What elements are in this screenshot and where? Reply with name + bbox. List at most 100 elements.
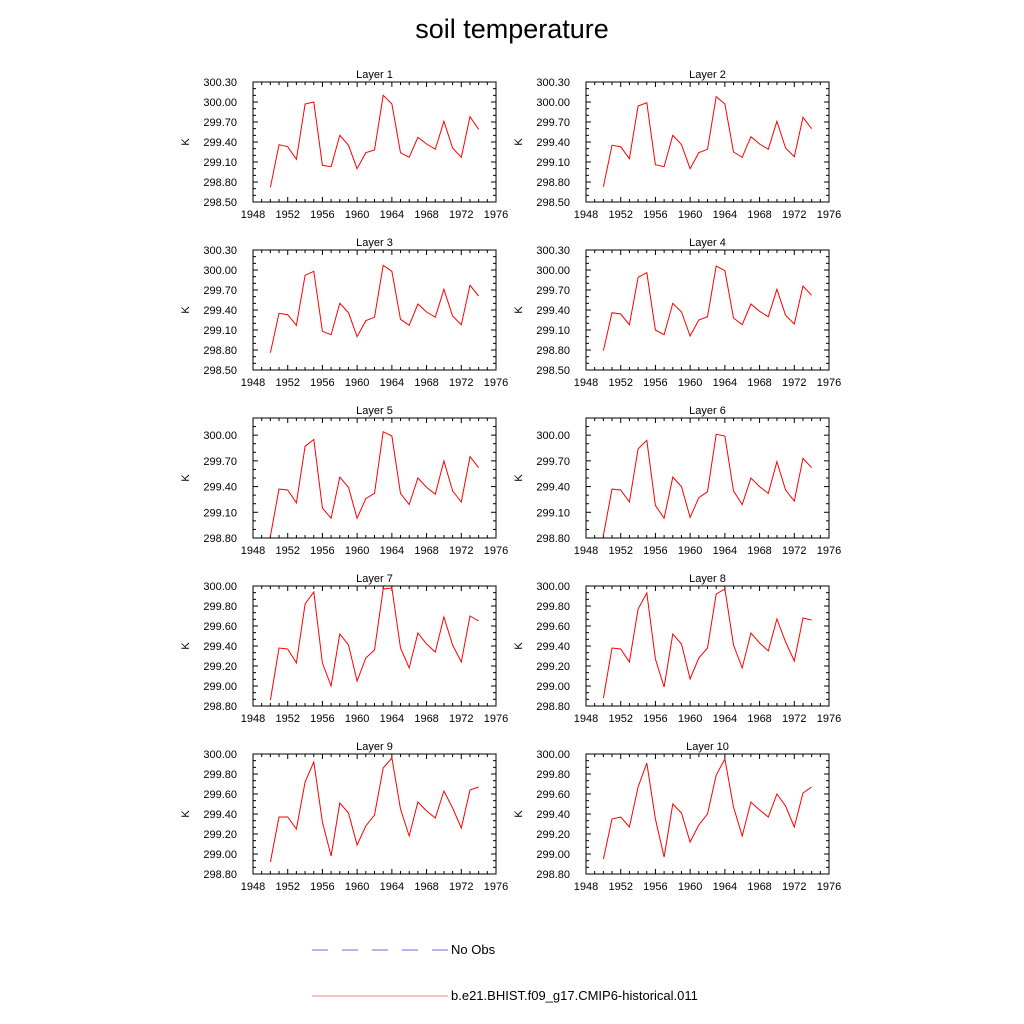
panel-5-xtick-label: 1972 [449,545,473,557]
panel-5-title: Layer 5 [356,405,393,417]
panel-4-ytick-label: 300.30 [536,245,570,257]
panel-7-ytick-label: 298.80 [203,701,237,713]
panel-9-ytick-label: 299.40 [203,809,237,821]
panel-6-ytick-label: 299.70 [536,456,570,468]
panel-2-xtick-label: 1972 [782,209,806,221]
panel-9-xtick-label: 1976 [484,881,508,893]
panel-10-xtick-label: 1956 [643,881,667,893]
panel-4-ylabel: K [513,306,525,314]
panel-9-xtick-label: 1964 [380,881,404,893]
panel-7-xtick-label: 1972 [449,713,473,725]
panel-10-xtick-label: 1972 [782,881,806,893]
panel-3-ytick-label: 299.40 [203,305,237,317]
panel-10-ytick-label: 299.60 [536,789,570,801]
panel-9-xtick-label: 1956 [310,881,334,893]
panel-6-series-line [602,433,812,536]
panel-10-ytick-label: 299.80 [536,769,570,781]
panel-9-ytick-label: 299.80 [203,769,237,781]
panel-2-series-line [602,95,812,187]
panel-5-series-line [269,430,479,537]
panel-4-xtick-label: 1952 [608,377,632,389]
panel-1-xtick-label: 1960 [345,209,369,221]
panel-10-ytick-label: 298.80 [536,869,570,881]
panel-1-ytick-label: 298.50 [203,197,237,209]
panel-6-xtick-label: 1968 [747,545,771,557]
panel-2-xtick-label: 1976 [817,209,841,221]
panel-7-xtick-label: 1952 [275,713,299,725]
panel-2-xtick-label: 1964 [713,209,737,221]
panel-10-xtick-label: 1968 [747,881,771,893]
panel-6-xtick-label: 1976 [817,545,841,557]
panel-2-ytick-label: 299.40 [536,137,570,149]
panel-5-ytick-label: 298.80 [203,533,237,545]
panel-3-title: Layer 3 [356,237,393,249]
panel-3-xtick-label: 1956 [310,377,334,389]
panel-9-ytick-label: 299.20 [203,829,237,841]
panel-10-ytick-label: 299.40 [536,809,570,821]
panel-5-xtick-label: 1964 [380,545,404,557]
panel-7-series-line [269,587,479,701]
panel-5-ytick-label: 299.10 [203,507,237,519]
panel-10-title: Layer 10 [686,741,729,753]
panel-8-ytick-label: 299.80 [536,601,570,613]
panel-7-ytick-label: 299.40 [203,641,237,653]
panel-5-xtick-label: 1976 [484,545,508,557]
panel-3-xtick-label: 1964 [380,377,404,389]
panel-8-xtick-label: 1952 [608,713,632,725]
panel-7-xtick-label: 1968 [414,713,438,725]
panel-2-ytick-label: 299.70 [536,117,570,129]
panel-8-ytick-label: 300.00 [536,581,570,593]
panel-9-xtick-label: 1948 [241,881,265,893]
panel-4-ytick-label: 299.10 [536,325,570,337]
panel-8-ytick-label: 298.80 [536,701,570,713]
panel-2-xtick-label: 1956 [643,209,667,221]
panel-2-title: Layer 2 [689,69,726,81]
panel-7-title: Layer 7 [356,573,393,585]
panel-1-ytick-label: 299.70 [203,117,237,129]
panel-8-ytick-label: 299.20 [536,661,570,673]
panel-8-series-line [602,588,812,699]
panel-8-xtick-label: 1976 [817,713,841,725]
panel-3-xtick-label: 1960 [345,377,369,389]
panel-10-xtick-label: 1976 [817,881,841,893]
panel-2-xtick-label: 1952 [608,209,632,221]
panel-4-xtick-label: 1968 [747,377,771,389]
panel-4-ytick-label: 300.00 [536,265,570,277]
panel-5-xtick-label: 1948 [241,545,265,557]
panel-8-xtick-label: 1968 [747,713,771,725]
panel-3-xtick-label: 1976 [484,377,508,389]
panel-2-xtick-label: 1960 [678,209,702,221]
panel-1-ytick-label: 299.10 [203,157,237,169]
panel-6-ytick-label: 298.80 [536,533,570,545]
panel-4-xtick-label: 1956 [643,377,667,389]
panel-1-series-line [269,94,480,188]
panel-1-ytick-label: 300.00 [203,97,237,109]
legend-label-no-obs: No Obs [451,942,496,957]
panel-3-ytick-label: 300.30 [203,245,237,257]
panel-1-title: Layer 1 [356,69,393,81]
panel-9-xtick-label: 1960 [345,881,369,893]
panel-6-xtick-label: 1948 [574,545,598,557]
panel-2-ytick-label: 298.80 [536,177,570,189]
panel-1-ytick-label: 298.80 [203,177,237,189]
panel-9-ytick-label: 299.00 [203,849,237,861]
panel-5-xtick-label: 1952 [275,545,299,557]
panel-3-ytick-label: 298.80 [203,345,237,357]
panel-8-ytick-label: 299.40 [536,641,570,653]
panel-6-ytick-label: 300.00 [536,430,570,442]
panel-8-ylabel: K [513,642,525,650]
panel-4-xtick-label: 1960 [678,377,702,389]
panel-4-xtick-label: 1976 [817,377,841,389]
panel-1-xtick-label: 1956 [310,209,334,221]
panel-4-ytick-label: 298.50 [536,365,570,377]
panel-4-xtick-label: 1964 [713,377,737,389]
panel-2-ytick-label: 299.10 [536,157,570,169]
panel-6-ytick-label: 299.10 [536,507,570,519]
chart-title: soil temperature [415,14,609,44]
panel-10-ytick-label: 300.00 [536,749,570,761]
panel-1-xtick-label: 1952 [275,209,299,221]
panel-10-xtick-label: 1960 [678,881,702,893]
panel-2-ytick-label: 300.00 [536,97,570,109]
